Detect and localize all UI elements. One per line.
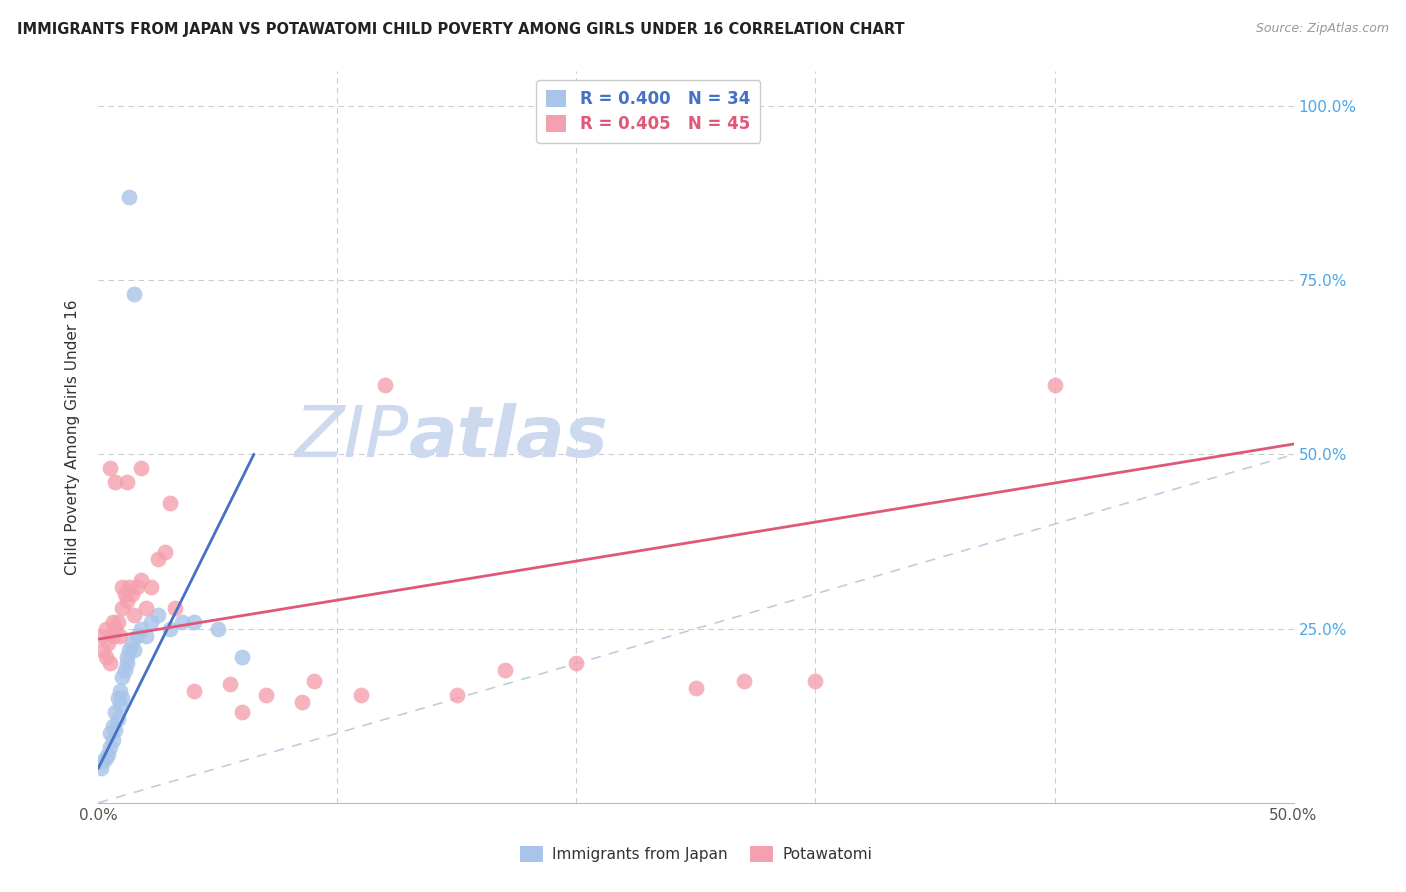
Point xyxy=(90,761,112,775)
Text: atlas: atlas xyxy=(409,402,609,472)
Text: ZIP: ZIP xyxy=(295,402,409,472)
Point xyxy=(90,629,112,643)
Point xyxy=(115,649,138,664)
Point xyxy=(733,673,755,688)
Point xyxy=(131,461,153,475)
Point xyxy=(97,635,120,649)
Point xyxy=(115,594,138,608)
Point xyxy=(183,615,205,629)
Point xyxy=(302,673,325,688)
Point xyxy=(1043,377,1066,392)
Point xyxy=(115,657,138,671)
Point xyxy=(172,615,194,629)
Point xyxy=(124,607,146,622)
Point xyxy=(98,461,122,475)
Point xyxy=(101,719,124,733)
Point xyxy=(111,600,134,615)
Point xyxy=(135,629,157,643)
Point xyxy=(159,622,181,636)
Point xyxy=(97,747,120,761)
Point xyxy=(121,587,143,601)
Point xyxy=(291,695,314,709)
Text: Source: ZipAtlas.com: Source: ZipAtlas.com xyxy=(1256,22,1389,36)
Point xyxy=(159,496,181,510)
Point xyxy=(111,580,134,594)
Point xyxy=(104,705,127,719)
Point xyxy=(94,649,117,664)
Point xyxy=(98,740,122,755)
Point xyxy=(139,580,162,594)
Y-axis label: Child Poverty Among Girls Under 16: Child Poverty Among Girls Under 16 xyxy=(65,300,80,574)
Point xyxy=(231,705,253,719)
Point xyxy=(115,475,138,490)
Point xyxy=(101,733,124,747)
Point xyxy=(207,622,229,636)
Point xyxy=(183,684,205,698)
Point xyxy=(374,377,396,392)
Point xyxy=(118,190,141,204)
Point xyxy=(350,688,373,702)
Point xyxy=(104,475,127,490)
Point xyxy=(107,615,129,629)
Point xyxy=(685,681,707,695)
Point xyxy=(124,642,146,657)
Point xyxy=(565,657,588,671)
Point xyxy=(104,622,127,636)
Point xyxy=(494,664,516,678)
Point xyxy=(131,573,153,587)
Point xyxy=(125,629,148,643)
Point xyxy=(254,688,277,702)
Point xyxy=(804,673,827,688)
Legend: Immigrants from Japan, Potawatomi: Immigrants from Japan, Potawatomi xyxy=(513,840,879,868)
Point xyxy=(231,649,253,664)
Point xyxy=(101,615,124,629)
Point xyxy=(155,545,177,559)
Point xyxy=(111,691,134,706)
Point xyxy=(94,750,117,764)
Point xyxy=(135,600,157,615)
Point xyxy=(163,600,186,615)
Point xyxy=(125,580,148,594)
Point xyxy=(114,664,136,678)
Point xyxy=(148,552,170,566)
Point xyxy=(118,580,141,594)
Point xyxy=(111,670,134,684)
Point xyxy=(131,622,153,636)
Point xyxy=(101,629,124,643)
Point xyxy=(94,622,117,636)
Point xyxy=(91,642,114,657)
Point xyxy=(108,684,131,698)
Point xyxy=(108,698,131,713)
Point xyxy=(121,635,143,649)
Point xyxy=(91,754,114,768)
Point xyxy=(139,615,162,629)
Point xyxy=(124,287,146,301)
Point xyxy=(107,712,129,726)
Point xyxy=(107,691,129,706)
Point xyxy=(98,726,122,740)
Point xyxy=(114,587,136,601)
Point xyxy=(446,688,468,702)
Text: IMMIGRANTS FROM JAPAN VS POTAWATOMI CHILD POVERTY AMONG GIRLS UNDER 16 CORRELATI: IMMIGRANTS FROM JAPAN VS POTAWATOMI CHIL… xyxy=(17,22,904,37)
Point xyxy=(104,723,127,737)
Point xyxy=(219,677,242,691)
Point xyxy=(108,629,131,643)
Point xyxy=(148,607,170,622)
Point xyxy=(98,657,122,671)
Point xyxy=(118,642,141,657)
